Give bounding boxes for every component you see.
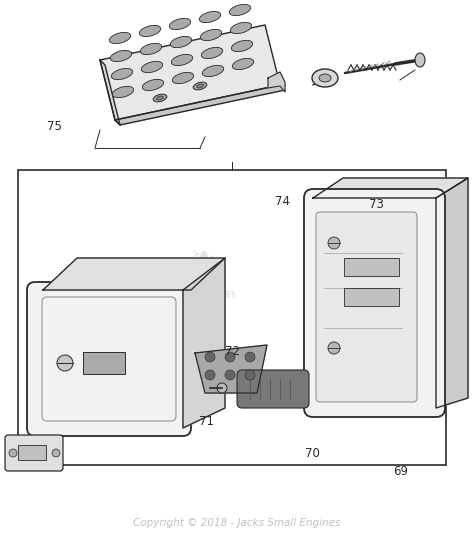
Text: 69: 69	[393, 465, 408, 478]
Polygon shape	[268, 72, 285, 92]
Circle shape	[328, 342, 340, 354]
FancyBboxPatch shape	[27, 282, 191, 436]
Circle shape	[245, 352, 255, 362]
Bar	[344, 288, 399, 306]
Ellipse shape	[201, 30, 222, 41]
FancyBboxPatch shape	[304, 189, 445, 417]
Polygon shape	[313, 178, 468, 198]
Polygon shape	[436, 178, 468, 408]
Circle shape	[245, 370, 255, 380]
Ellipse shape	[156, 96, 164, 100]
Ellipse shape	[112, 86, 134, 98]
Ellipse shape	[312, 69, 338, 87]
Ellipse shape	[231, 40, 253, 52]
Ellipse shape	[199, 11, 221, 23]
Bar	[83, 352, 125, 374]
Ellipse shape	[193, 82, 207, 90]
Circle shape	[225, 370, 235, 380]
Text: 72: 72	[225, 345, 240, 358]
Text: 74: 74	[274, 195, 290, 208]
Ellipse shape	[319, 74, 331, 82]
Ellipse shape	[202, 66, 224, 77]
Ellipse shape	[111, 68, 133, 79]
Ellipse shape	[153, 94, 167, 102]
Ellipse shape	[229, 4, 251, 16]
Text: 75: 75	[47, 120, 62, 133]
Polygon shape	[43, 258, 225, 290]
Text: 70: 70	[305, 447, 320, 460]
Ellipse shape	[139, 25, 161, 37]
Ellipse shape	[169, 18, 191, 30]
Ellipse shape	[415, 53, 425, 67]
Circle shape	[217, 383, 227, 393]
Polygon shape	[100, 60, 120, 125]
Ellipse shape	[197, 84, 203, 88]
Ellipse shape	[172, 72, 194, 84]
Circle shape	[205, 370, 215, 380]
Ellipse shape	[232, 59, 254, 70]
Polygon shape	[100, 25, 280, 120]
FancyBboxPatch shape	[5, 435, 63, 471]
Ellipse shape	[140, 43, 162, 55]
Ellipse shape	[170, 37, 191, 48]
Text: 73: 73	[369, 198, 384, 211]
Text: ❧: ❧	[189, 243, 215, 272]
Circle shape	[205, 352, 215, 362]
Bar	[18, 445, 46, 460]
Text: SMALL ENGINES: SMALL ENGINES	[167, 291, 237, 300]
Text: Copyright © 2018 - Jacks Small Engines: Copyright © 2018 - Jacks Small Engines	[133, 518, 341, 528]
Ellipse shape	[109, 32, 131, 43]
Polygon shape	[183, 258, 225, 428]
Ellipse shape	[230, 23, 252, 34]
FancyBboxPatch shape	[316, 212, 417, 402]
Ellipse shape	[201, 47, 223, 59]
Text: Jacks: Jacks	[176, 271, 228, 289]
Bar	[18, 170, 446, 465]
Circle shape	[57, 355, 73, 371]
Circle shape	[52, 449, 60, 457]
Ellipse shape	[171, 54, 193, 66]
Ellipse shape	[110, 50, 132, 62]
Polygon shape	[195, 345, 267, 393]
Circle shape	[9, 449, 17, 457]
Circle shape	[225, 352, 235, 362]
Text: 71: 71	[199, 415, 214, 428]
Ellipse shape	[141, 61, 163, 72]
Ellipse shape	[142, 79, 164, 91]
Circle shape	[328, 237, 340, 249]
Polygon shape	[115, 85, 285, 125]
FancyBboxPatch shape	[237, 370, 309, 408]
Bar	[344, 258, 399, 276]
